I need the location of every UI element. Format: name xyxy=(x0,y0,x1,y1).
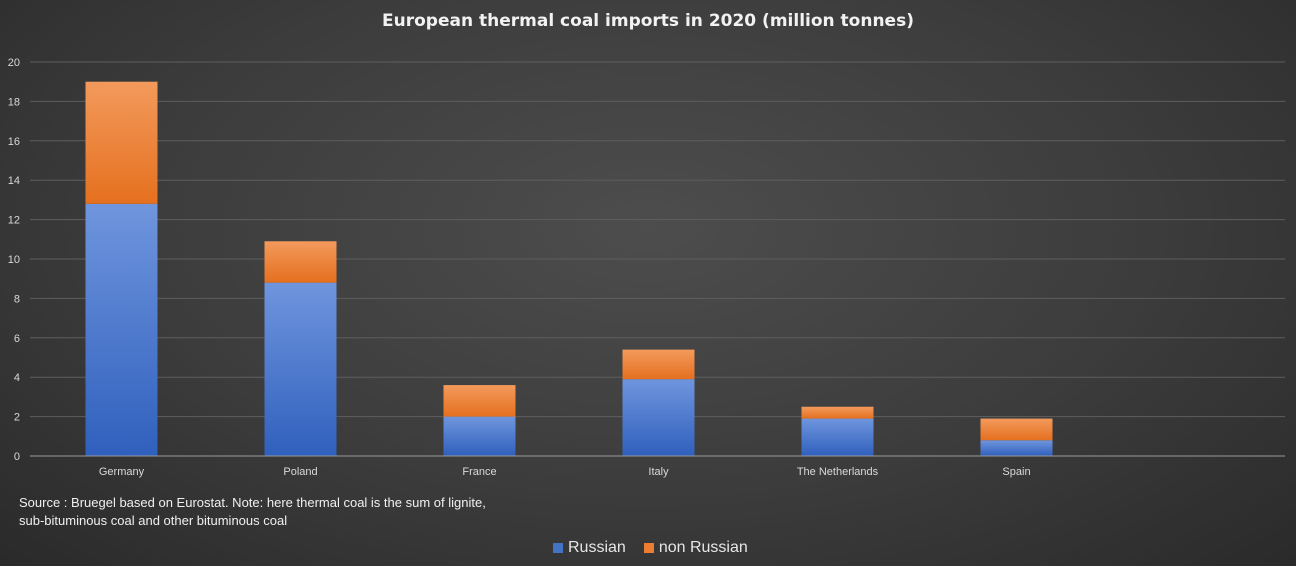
x-category-label: Germany xyxy=(99,466,145,478)
bar-russian-poland xyxy=(264,282,337,456)
source-note: Source : Bruegel based on Eurostat. Note… xyxy=(19,494,539,530)
legend-swatch-russian xyxy=(553,543,563,553)
source-note-line-2: sub-bituminous coal and other bituminous… xyxy=(19,513,288,528)
y-tick-label: 14 xyxy=(8,175,20,187)
bar-non-russian-italy xyxy=(622,349,695,380)
x-category-label: The Netherlands xyxy=(797,466,879,478)
y-tick-label: 8 xyxy=(14,293,20,305)
bar-non-russian-poland xyxy=(264,241,337,283)
legend-item-russian: Russian xyxy=(553,539,626,557)
bars xyxy=(85,81,1053,456)
y-tick-label: 4 xyxy=(14,372,20,384)
bar-non-russian-spain xyxy=(980,418,1053,441)
y-tick-label: 2 xyxy=(14,412,20,424)
chart-title: European thermal coal imports in 2020 (m… xyxy=(382,11,914,31)
bar-russian-germany xyxy=(85,203,158,456)
source-note-line-1: Source : Bruegel based on Eurostat. Note… xyxy=(19,495,486,510)
legend-label-russian: Russian xyxy=(568,539,626,556)
bar-russian-france xyxy=(443,416,516,456)
bar-russian-italy xyxy=(622,379,695,456)
y-tick-label: 20 xyxy=(8,57,20,69)
x-category-label: Spain xyxy=(1002,466,1030,478)
bar-non-russian-germany xyxy=(85,81,158,204)
x-category-label: Poland xyxy=(283,466,317,478)
legend-item-non-russian: non Russian xyxy=(643,539,748,557)
y-tick-label: 12 xyxy=(8,215,20,227)
gridlines xyxy=(30,61,1285,418)
x-category-label: France xyxy=(462,466,496,478)
y-tick-label: 0 xyxy=(14,451,20,463)
bar-russian-the-netherlands xyxy=(801,418,874,456)
y-axis-ticks: 0 2 4 6 8 10 12 14 16 18 20 xyxy=(8,57,20,463)
x-axis-categories: Germany Poland France Italy The Netherlands S… xyxy=(99,466,1031,478)
legend-swatch-non-russian xyxy=(643,543,654,553)
y-tick-label: 10 xyxy=(8,254,20,266)
y-tick-label: 18 xyxy=(8,96,20,108)
y-tick-label: 6 xyxy=(14,333,20,345)
x-category-label: Italy xyxy=(648,466,669,478)
legend-label-non-russian: non Russian xyxy=(658,539,748,556)
legend: Russian non Russian xyxy=(553,538,748,558)
bar-russian-spain xyxy=(980,440,1053,456)
bar-non-russian-france xyxy=(443,385,516,417)
y-tick-label: 16 xyxy=(8,136,20,148)
bar-non-russian-the-netherlands xyxy=(801,406,874,419)
